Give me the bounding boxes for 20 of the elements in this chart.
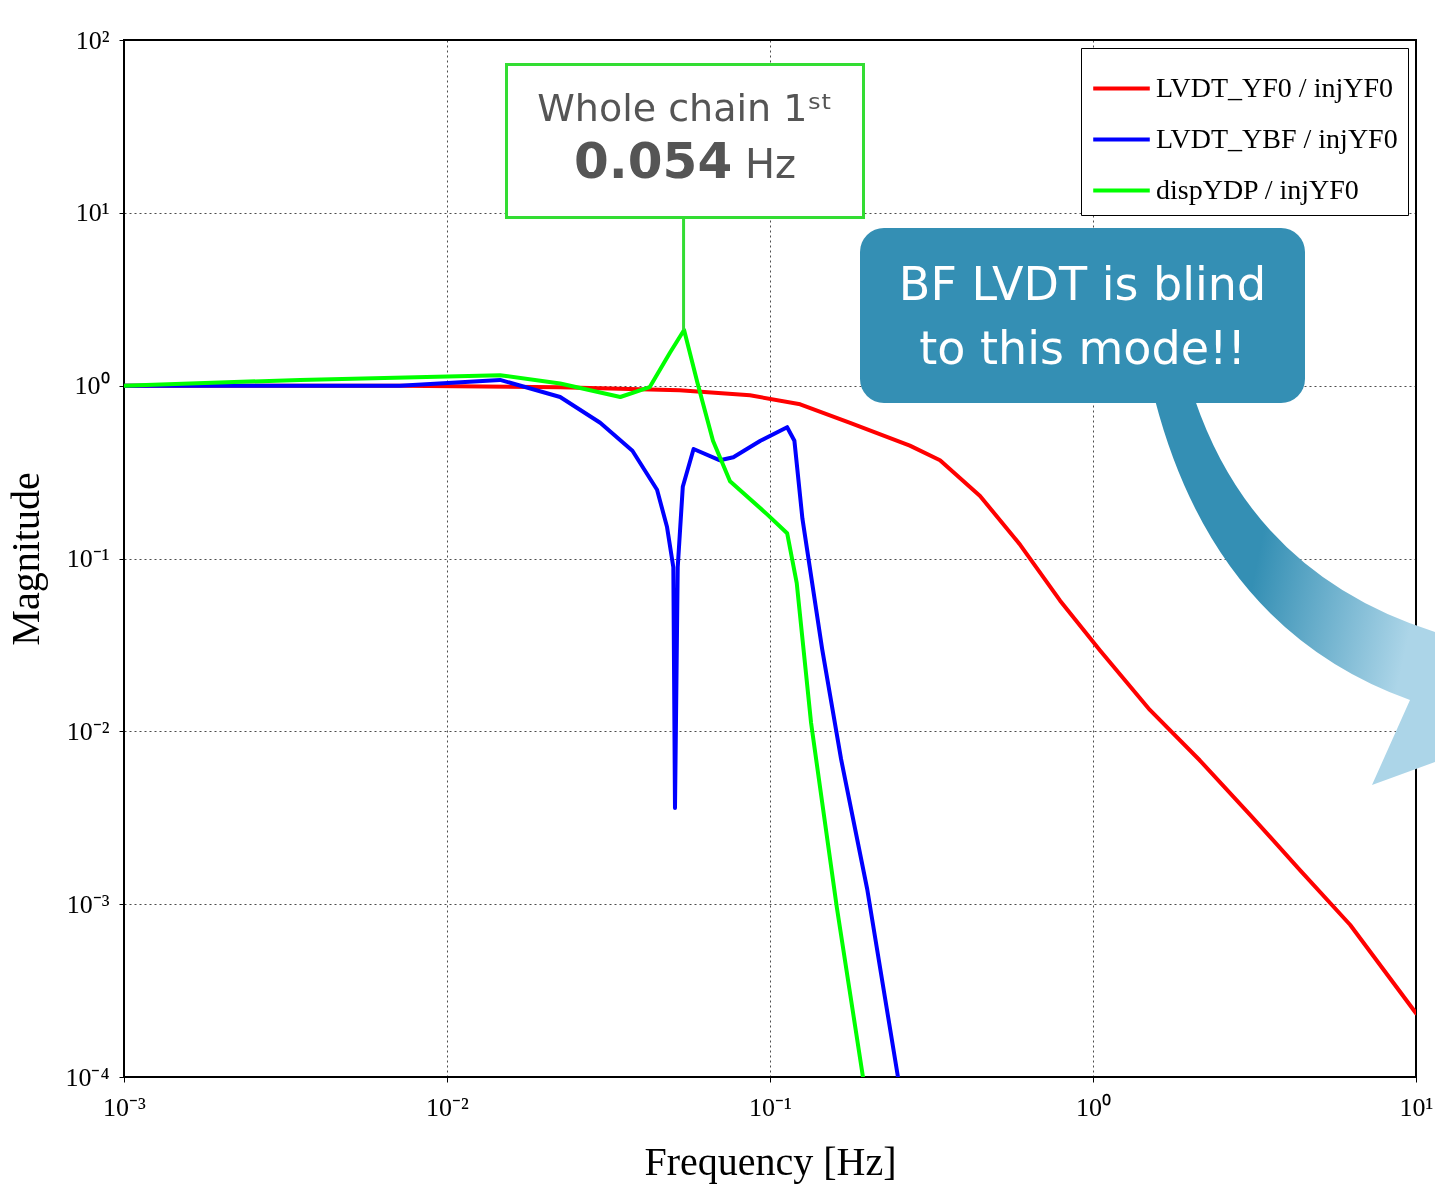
y-tick-label: 10⁻² bbox=[66, 716, 110, 746]
annotation: Whole chain 1ˢᵗ bbox=[536, 86, 834, 130]
y-axis-title: Magnitude bbox=[3, 472, 49, 646]
y-tick-label: 10⁻⁴ bbox=[65, 1062, 110, 1092]
annotation: BF LVDT is blind to this mode!! bbox=[860, 228, 1305, 403]
y-tick-label: 10² bbox=[75, 25, 110, 55]
legend-label: dispYDP / injYF0 bbox=[1156, 173, 1359, 205]
x-tick-label: 10⁻³ bbox=[103, 1092, 147, 1122]
y-tick-label: 10¹ bbox=[75, 198, 110, 228]
y-tick-label: 10⁰ bbox=[74, 371, 110, 401]
x-tick-label: 10¹ bbox=[1399, 1092, 1434, 1122]
y-tick-label: 10⁻³ bbox=[66, 889, 110, 919]
x-tick-label: 10⁰ bbox=[1076, 1092, 1111, 1122]
legend-label: LVDT_YF0 / injYF0 bbox=[1156, 71, 1394, 103]
x-axis-title: Frequency [Hz] bbox=[644, 1138, 897, 1184]
x-tick-label: 10⁻² bbox=[426, 1092, 470, 1122]
y-tick-label: 10⁻¹ bbox=[66, 544, 110, 573]
legend-label: LVDT_YBF / injYF0 bbox=[1156, 122, 1398, 154]
x-tick-label: 10⁻¹ bbox=[749, 1092, 792, 1122]
annotation: 0.054 Hz bbox=[574, 132, 796, 190]
